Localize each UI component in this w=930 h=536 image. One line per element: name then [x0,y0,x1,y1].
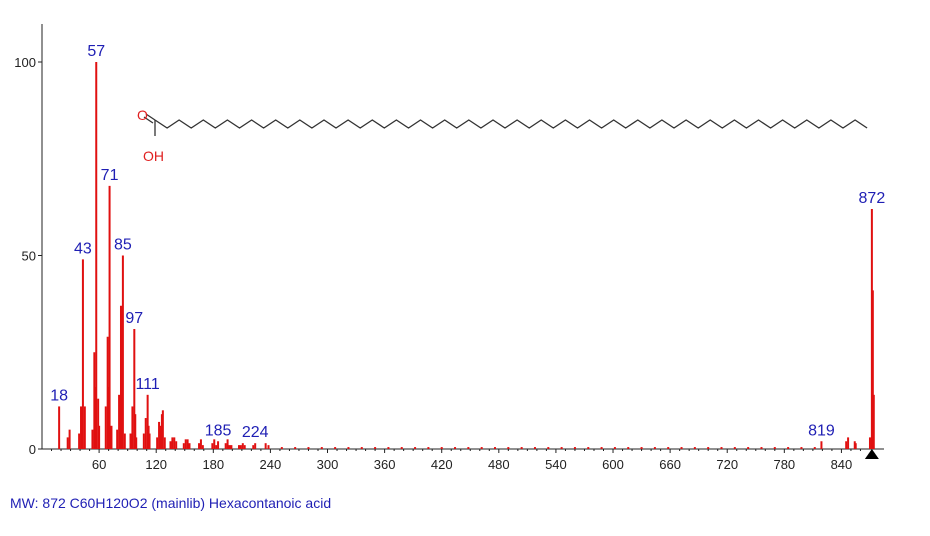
carbonyl-double-bond [143,116,154,124]
y-tick-label: 50 [22,249,36,264]
x-tick-label: 240 [260,457,282,472]
compound-caption: MW: 872 C60H120O2 (mainlib) Hexacontanoi… [10,495,332,511]
x-tick-label: 120 [145,457,167,472]
peak-label: 57 [87,43,105,60]
peak-labels: 18 43 57 71 85 97 111 185 224 819 872 [50,43,885,441]
peak-label: 185 [205,422,232,439]
molecular-ion-marker [864,449,879,459]
peak-label: 85 [114,237,132,254]
mass-spectrum-chart: O OH 0 50 100 60 120 180 240 300 360 420 480 540 600… [14,24,885,472]
molecule-structure: O OH [137,107,868,164]
x-tick-label: 840 [831,457,853,472]
peak-label: 18 [50,387,68,404]
peak-label: 43 [74,240,92,257]
x-tick-label: 60 [92,457,106,472]
peaks [58,62,875,449]
peak-label: 97 [125,310,143,327]
y-tick-label: 100 [14,55,36,70]
x-tick-label: 360 [374,457,396,472]
peak-label: 872 [859,190,886,207]
carbonyl-bond [145,113,156,121]
x-tick-label: 300 [317,457,339,472]
peak-label: 111 [135,376,159,393]
x-tick-label: 420 [431,457,453,472]
x-tick-label: 540 [545,457,567,472]
carbonyl-oxygen-label: O [137,107,148,123]
hydroxyl-label: OH [143,148,164,164]
axes: 0 50 100 60 120 180 240 300 360 420 480 540 600 660 72… [14,24,884,472]
x-tick-label: 180 [202,457,224,472]
y-tick-label: 0 [29,442,36,457]
x-tick-label: 600 [602,457,624,472]
peak-label: 819 [808,422,835,439]
carbon-chain-bonds [154,119,868,129]
x-tick-label: 720 [716,457,738,472]
peak-label: 224 [242,424,269,441]
x-tick-label: 660 [659,457,681,472]
peak-label: 71 [101,167,119,184]
x-tick-label: 780 [773,457,795,472]
x-tick-label: 480 [488,457,510,472]
